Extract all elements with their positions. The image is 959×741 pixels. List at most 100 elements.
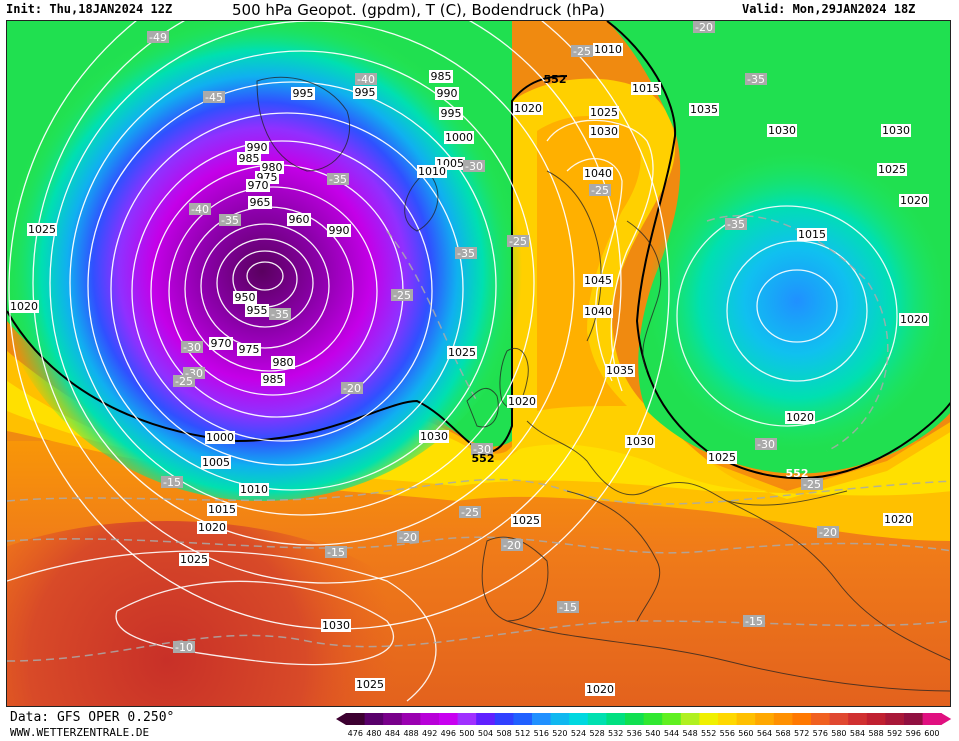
svg-text:1020: 1020 [900,313,928,326]
scale-tick-label: 500 [459,729,474,738]
temperature-label: -20 [501,539,523,552]
svg-text:1040: 1040 [584,305,612,318]
pressure-label: 1025 [179,553,209,566]
pressure-label: 1005 [201,456,231,469]
scale-swatch [811,713,831,725]
temperature-label: -25 [507,235,529,248]
svg-text:1015: 1015 [632,82,660,95]
svg-text:-20: -20 [695,21,713,34]
svg-text:-30: -30 [183,341,201,354]
svg-text:985: 985 [263,373,284,386]
pressure-label: 985 [237,152,261,165]
svg-text:-20: -20 [503,539,521,552]
scale-tick-label: 600 [924,729,939,738]
temperature-label: -15 [161,476,183,489]
scale-swatch [718,713,738,725]
scale-arrow-right [941,713,952,725]
scale-tick-label: 504 [478,729,493,738]
scale-swatch [383,713,403,725]
svg-text:-35: -35 [221,214,239,227]
temperature-label: -25 [459,506,481,519]
scale-swatch [420,713,440,725]
svg-text:-40: -40 [191,203,209,216]
scale-tick-label: 584 [850,729,865,738]
svg-text:-15: -15 [559,601,577,614]
pressure-label: 1000 [444,131,474,144]
scale-swatch [643,713,663,725]
scale-swatch [736,713,756,725]
svg-text:955: 955 [247,304,268,317]
height-label: 552 [786,467,809,480]
pressure-label: 980 [260,161,284,174]
svg-text:1015: 1015 [208,503,236,516]
pressure-label: 950 [233,291,257,304]
footer: Data: GFS OPER 0.250° WWW.WETTERZENTRALE… [0,708,959,741]
svg-text:1020: 1020 [884,513,912,526]
svg-text:-35: -35 [747,73,765,86]
pressure-label: 1025 [877,163,907,176]
svg-text:1030: 1030 [882,124,910,137]
scale-tick-label: 520 [552,729,567,738]
svg-text:1025: 1025 [512,514,540,527]
svg-text:1025: 1025 [590,106,618,119]
svg-text:1030: 1030 [626,435,654,448]
temperature-label: -15 [325,546,347,559]
temperature-label-group: -49 -45 -40 -40 -35 -35 -35 -35 -30 -30 … [147,21,839,654]
svg-text:1035: 1035 [606,364,634,377]
scale-tick-label: 548 [682,729,697,738]
svg-text:980: 980 [273,356,294,369]
pressure-label: 975 [237,343,261,356]
scale-swatch [792,713,812,725]
pressure-label: 995 [353,86,377,99]
scale-tick-label: 524 [571,729,586,738]
svg-text:-30: -30 [473,443,491,456]
scale-swatch [922,713,942,725]
temperature-label: -40 [189,203,211,216]
svg-text:1030: 1030 [590,125,618,138]
svg-text:1000: 1000 [206,431,234,444]
scale-swatch [606,713,626,725]
temperature-label: -40 [355,73,377,86]
pressure-label: 995 [291,87,315,100]
scale-tick-label: 588 [868,729,883,738]
scale-tick-label: 560 [738,729,753,738]
pressure-label: 965 [248,196,272,209]
site-credit: WWW.WETTERZENTRALE.DE [10,726,150,739]
pressure-label: 990 [327,224,351,237]
scale-tick-label: 580 [831,729,846,738]
pressure-label: 1020 [899,313,929,326]
pressure-label: 1030 [321,619,351,632]
pressure-label: 1015 [207,503,237,516]
scale-tick-label: 476 [348,729,363,738]
svg-text:1030: 1030 [768,124,796,137]
pressure-label: 985 [261,373,285,386]
svg-text:1020: 1020 [586,683,614,696]
svg-text:970: 970 [248,179,269,192]
pressure-label: 990 [245,141,269,154]
pressure-label: 955 [245,304,269,317]
scale-swatch [476,713,496,725]
svg-text:-25: -25 [461,506,479,519]
svg-text:1025: 1025 [28,223,56,236]
svg-text:990: 990 [247,141,268,154]
svg-text:1020: 1020 [786,411,814,424]
scale-swatch [829,713,849,725]
pressure-label: 1015 [631,82,661,95]
height-label: 552 [544,73,567,86]
temperature-label: -25 [589,184,611,197]
scale-swatch [755,713,775,725]
pressure-label: 1030 [419,430,449,443]
scale-tick-label: 512 [515,729,530,738]
temperature-label: -20 [817,526,839,539]
scale-arrow-left [336,713,346,725]
svg-text:-25: -25 [509,235,527,248]
scale-swatch [439,713,459,725]
svg-text:-15: -15 [163,476,181,489]
pressure-label: 960 [287,213,311,226]
svg-text:-35: -35 [271,308,289,321]
svg-text:1005: 1005 [202,456,230,469]
color-scale: 476 480 484 488 492 496 500 504 508 512 516 520 524 5… [336,713,952,738]
scale-tick-label: 516 [534,729,549,738]
scale-tick-label: 496 [441,729,456,738]
scale-tick-label: 552 [701,729,716,738]
